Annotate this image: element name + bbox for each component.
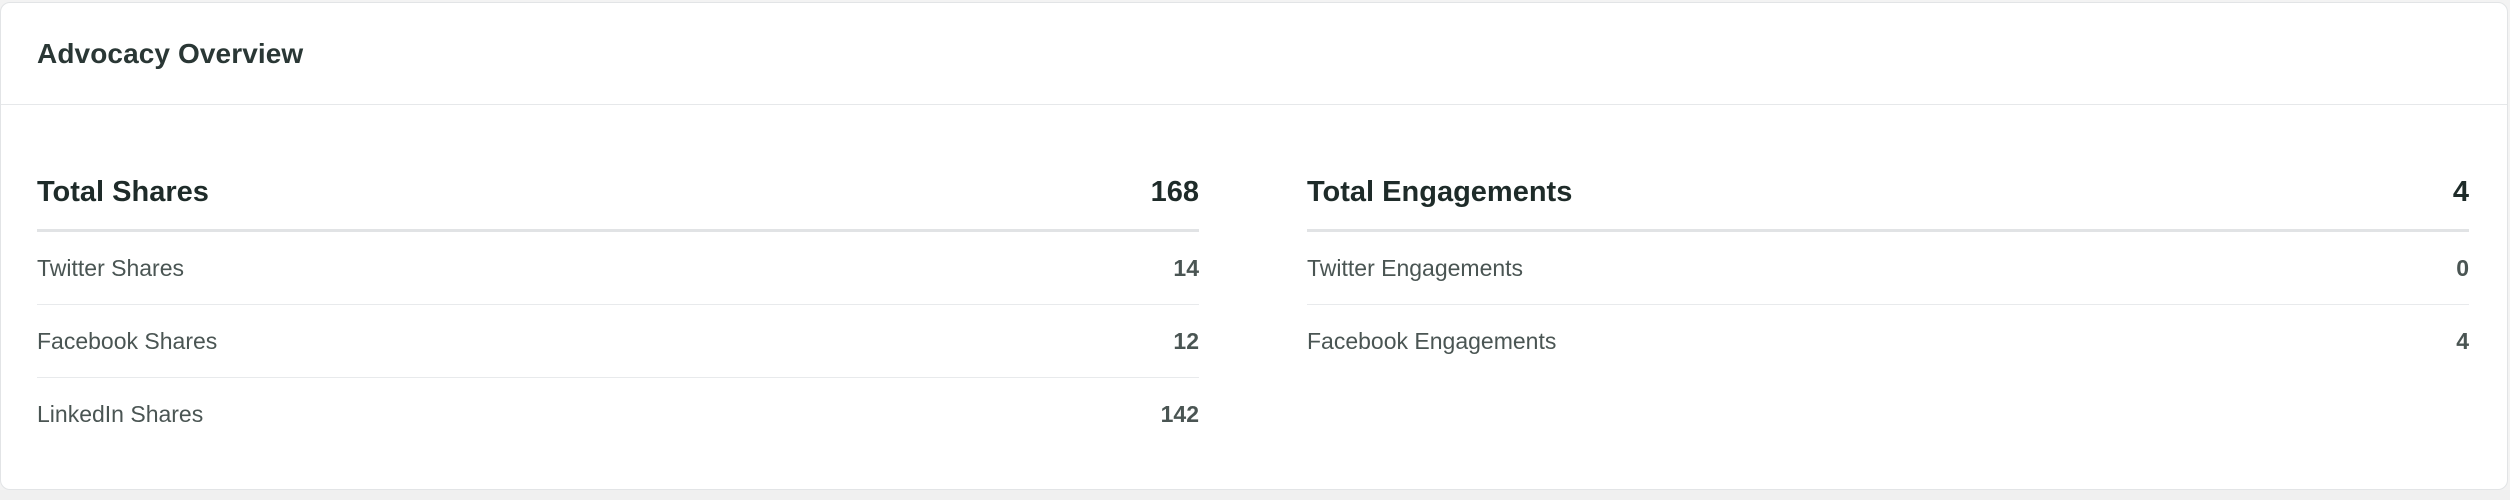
linkedin-shares-value: 142 [1160, 401, 1199, 427]
twitter-engagements-row: Twitter Engagements 0 [1307, 232, 2469, 305]
facebook-shares-value: 12 [1173, 327, 1199, 354]
facebook-engagements-label: Facebook Engagements [1307, 328, 1557, 354]
twitter-engagements-label: Twitter Engagements [1307, 254, 1524, 281]
card-body: Total Shares 168 Twitter Shares 14 Faceb… [1, 105, 2507, 489]
facebook-engagements-value: 4 [2456, 328, 2469, 354]
shares-column: Total Shares 168 Twitter Shares 14 Faceb… [37, 155, 1199, 451]
twitter-shares-row: Twitter Shares 14 [37, 232, 1199, 305]
total-engagements-row: Total Engagements 4 [1307, 155, 2469, 232]
total-engagements-label: Total Engagements [1307, 175, 1573, 208]
facebook-engagements-row: Facebook Engagements 4 [1307, 305, 2469, 378]
total-shares-value: 168 [1150, 175, 1199, 208]
twitter-shares-value: 14 [1173, 254, 1199, 281]
twitter-shares-label: Twitter Shares [37, 254, 184, 281]
linkedin-shares-row: LinkedIn Shares 142 [37, 378, 1199, 451]
card-title: Advocacy Overview [37, 37, 304, 69]
page-background-strip [0, 490, 2510, 500]
facebook-shares-row: Facebook Shares 12 [37, 305, 1199, 378]
total-shares-row: Total Shares 168 [37, 155, 1199, 232]
linkedin-shares-label: LinkedIn Shares [37, 401, 204, 427]
total-engagements-value: 4 [2452, 175, 2469, 208]
twitter-engagements-value: 0 [2456, 254, 2469, 281]
facebook-shares-label: Facebook Shares [37, 327, 218, 354]
total-shares-label: Total Shares [37, 175, 209, 208]
card-header: Advocacy Overview [1, 3, 2507, 105]
engagements-column: Total Engagements 4 Twitter Engagements … [1307, 155, 2469, 378]
advocacy-overview-card: Advocacy Overview Total Shares 168 Twitt… [0, 2, 2508, 490]
